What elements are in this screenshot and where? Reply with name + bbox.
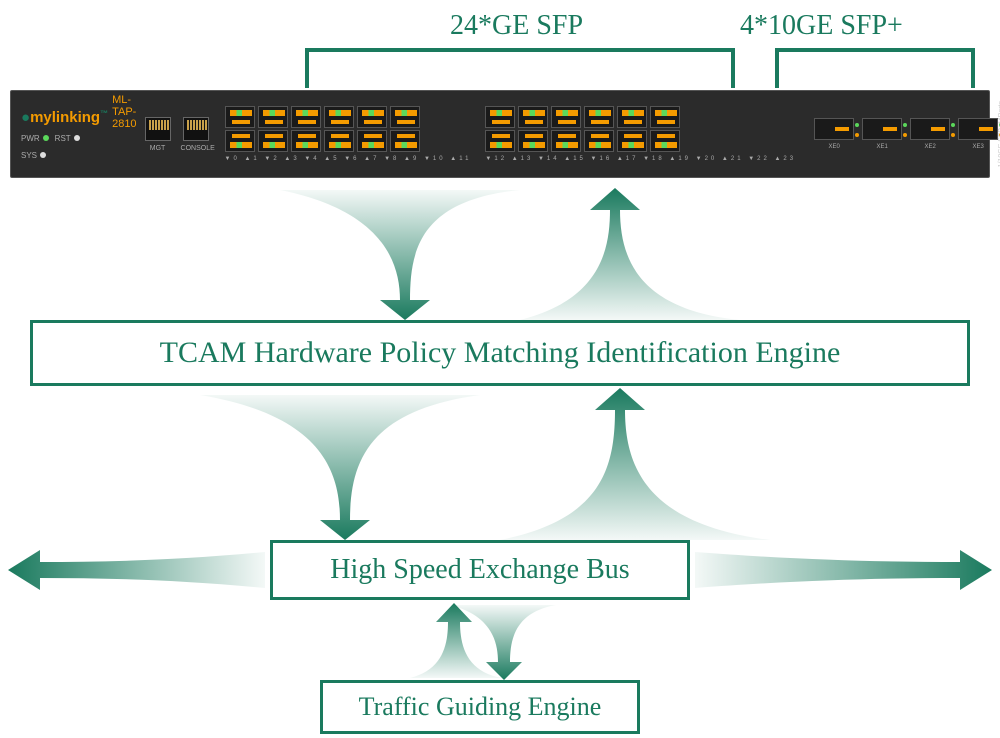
sfp-port — [584, 130, 614, 152]
mgmt-port-group: MGT CONSOLE — [143, 117, 211, 152]
sfpplus-port — [862, 118, 902, 140]
console-port: CONSOLE — [181, 117, 211, 152]
sfp-port — [390, 106, 420, 128]
sfp-bank-a-labels: ▼0 ▲1 ▼2 ▲3 ▼4 ▲5 ▼6 ▲7 ▼8 ▲9 ▼10 ▲11 — [225, 156, 472, 162]
tcam-label: TCAM Hardware Policy Matching Identifica… — [160, 336, 841, 370]
sfpplus-label-3: XE3 — [958, 144, 998, 150]
block-exchange-bus: High Speed Exchange Bus — [270, 540, 690, 600]
sfp-bank-a: ▼0 ▲1 ▼2 ▲3 ▼4 ▲5 ▼6 ▲7 ▼8 ▲9 ▼10 ▲11 — [225, 106, 472, 162]
rj45-port-icon — [183, 117, 209, 141]
sfp-port — [390, 130, 420, 152]
sfp-port — [584, 106, 614, 128]
sfp-port — [225, 130, 255, 152]
model-number: ML-TAP-2810 — [112, 94, 136, 130]
led-rst-label: RST — [55, 134, 71, 143]
rj45-port-icon — [145, 117, 171, 141]
sfpplus-port — [910, 118, 950, 140]
device-logo-area: ●mylinking™ PWR RST SYS — [11, 109, 108, 160]
sfp-port — [324, 106, 354, 128]
label-10ge-sfpplus: 4*10GE SFP+ — [740, 10, 903, 42]
sfp-port — [485, 106, 515, 128]
led-rst-icon — [74, 135, 80, 141]
sfp-port — [650, 130, 680, 152]
led-sys-icon — [40, 152, 46, 158]
sfp-port — [617, 106, 647, 128]
arrow-tcam-to-device — [520, 188, 740, 320]
mgt-port: MGT — [143, 117, 173, 152]
status-leds: PWR RST — [21, 134, 108, 143]
led-sys-label: SYS — [21, 151, 37, 160]
sfpplus-bank: XE0 XE1 XE2 XE3 — [814, 118, 998, 150]
network-switch-device: ●mylinking™ PWR RST SYS ML-TAP-2810 MGT … — [10, 90, 990, 178]
sfp-port — [485, 130, 515, 152]
sfp-port — [291, 106, 321, 128]
sfpplus-label-1: XE1 — [862, 144, 902, 150]
label-ge-sfp: 24*GE SFP — [450, 10, 583, 42]
bus-label: High Speed Exchange Bus — [330, 554, 629, 586]
sfpplus-label-2: XE2 — [910, 144, 950, 150]
sfp-port — [291, 130, 321, 152]
arrow-bus-left — [8, 550, 265, 590]
sfp-port — [258, 130, 288, 152]
brand-text: mylinking — [30, 109, 100, 126]
console-label: CONSOLE — [181, 145, 211, 152]
block-tcam-engine: TCAM Hardware Policy Matching Identifica… — [30, 320, 970, 386]
arrow-bus-right — [695, 550, 992, 590]
sfp-port — [258, 106, 288, 128]
led-pwr-label: PWR — [21, 134, 40, 143]
arrow-bus-to-tcam — [500, 388, 770, 540]
sfp-port — [357, 130, 387, 152]
sfpplus-port — [814, 118, 854, 140]
sfp-port — [324, 130, 354, 152]
sfp-port — [225, 106, 255, 128]
mgt-label: MGT — [143, 145, 173, 152]
sfp-port — [357, 106, 387, 128]
sfp-port — [518, 106, 548, 128]
sfp-port — [518, 130, 548, 152]
bracket-sfpplus — [775, 48, 975, 88]
block-traffic-guiding: Traffic Guiding Engine — [320, 680, 640, 734]
sfp-port — [551, 106, 581, 128]
bracket-sfp — [305, 48, 735, 88]
led-pwr-icon — [43, 135, 49, 141]
sfp-port — [617, 130, 647, 152]
sfp-bank-b-labels: ▼12 ▲13 ▼14 ▲15 ▼16 ▲17 ▼18 ▲19 ▼20 ▲21 … — [485, 156, 796, 162]
arrow-device-to-tcam — [280, 190, 520, 320]
arrow-bus-to-guide — [450, 605, 556, 680]
guide-label: Traffic Guiding Engine — [359, 692, 602, 722]
arrow-tcam-to-bus — [200, 395, 480, 540]
sfp-port — [650, 106, 680, 128]
arrow-guide-to-bus — [410, 603, 502, 678]
sfpplus-label-0: XE0 — [814, 144, 854, 150]
sfpplus-port — [958, 118, 998, 140]
brand-logo: ●mylinking™ — [21, 109, 108, 126]
sfp-port — [551, 130, 581, 152]
sfp-bank-b: ▼12 ▲13 ▼14 ▲15 ▼16 ▲17 ▼18 ▲19 ▼20 ▲21 … — [485, 106, 796, 162]
